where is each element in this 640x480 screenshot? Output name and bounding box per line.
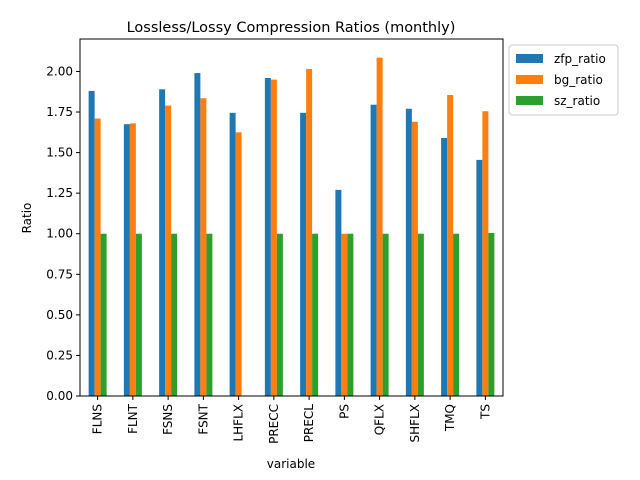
bar-bg_ratio-PS <box>341 233 348 396</box>
bar-zfp_ratio-PRECC <box>264 77 271 396</box>
bar-sz_ratio-FLNT <box>135 233 142 396</box>
y-tick-label: 1.50 <box>46 146 73 160</box>
x-tick-label: FLNT <box>126 403 140 434</box>
bar-sz_ratio-PRECC <box>276 233 283 396</box>
bar-zfp_ratio-TS <box>476 159 483 396</box>
bar-sz_ratio-SHFLX <box>417 233 424 396</box>
y-tick-label: 0.50 <box>46 308 73 322</box>
bar-zfp_ratio-FLNS <box>88 90 95 396</box>
bar-sz_ratio-FLNS <box>100 233 107 396</box>
x-tick-label: PRECL <box>302 404 316 443</box>
bar-zfp_ratio-PS <box>335 189 342 396</box>
bar-sz_ratio-FSNS <box>171 233 178 396</box>
x-tick-label: TS <box>478 404 492 420</box>
bar-zfp_ratio-TMQ <box>441 137 448 396</box>
legend-label-bg_ratio: bg_ratio <box>554 73 603 87</box>
bar-zfp_ratio-QFLX <box>370 104 377 396</box>
bar-bg_ratio-TS <box>482 111 489 396</box>
bar-bg_ratio-TMQ <box>447 94 454 396</box>
chart-title: Lossless/Lossy Compression Ratios (month… <box>127 20 456 36</box>
y-tick-label: 0.75 <box>46 267 73 281</box>
y-tick-label: 1.00 <box>46 227 73 241</box>
bar-zfp_ratio-FSNS <box>159 89 166 397</box>
bar-bg_ratio-FLNT <box>129 123 136 396</box>
x-tick-label: SHFLX <box>408 404 422 442</box>
y-tick-label: 2.00 <box>46 64 73 78</box>
plot-area: 0.00 0.25 0.50 0.75 1.00 1.25 1.50 1.75 2.00 FLNS… <box>46 38 504 444</box>
y-tick-label: 1.75 <box>46 105 73 119</box>
bar-bg_ratio-FLNS <box>94 118 101 396</box>
x-tick-label: PS <box>337 404 351 419</box>
legend-swatch-sz_ratio <box>516 96 543 105</box>
x-tick-label: LHFLX <box>232 404 246 442</box>
legend-swatch-zfp_ratio <box>516 54 543 63</box>
legend-swatch-bg_ratio <box>516 75 543 84</box>
x-tick-label: FLNS <box>91 404 105 434</box>
bar-zfp_ratio-FLNT <box>123 124 130 397</box>
y-tick-label: 0.25 <box>46 348 73 362</box>
bar-bg_ratio-QFLX <box>376 57 383 396</box>
y-tick-label: 1.25 <box>46 186 73 200</box>
bar-sz_ratio-PS <box>347 233 354 396</box>
bar-zfp_ratio-FSNT <box>194 73 201 396</box>
bar-bg_ratio-PRECL <box>306 69 313 397</box>
bar-sz_ratio-PRECL <box>312 233 319 396</box>
bar-bg_ratio-FSNS <box>165 105 172 397</box>
bar-zfp_ratio-LHFLX <box>229 112 236 396</box>
plot-frame <box>79 38 504 397</box>
x-tick-label: QFLX <box>373 404 387 435</box>
legend-label-sz_ratio: sz_ratio <box>554 94 600 108</box>
bar-sz_ratio-TS <box>488 232 495 396</box>
bar-sz_ratio-QFLX <box>382 233 389 396</box>
legend-label-zfp_ratio: zfp_ratio <box>554 52 606 66</box>
y-axis-label: Ratio <box>20 203 34 234</box>
bar-sz_ratio-TMQ <box>453 233 460 396</box>
x-tick-label: FSNS <box>161 404 175 435</box>
y-tick-label: 0.00 <box>46 389 73 403</box>
x-tick-label: FSNT <box>196 403 210 434</box>
legend: zfp_ratio bg_ratio sz_ratio <box>508 44 619 116</box>
bar-bg_ratio-SHFLX <box>411 121 418 396</box>
x-tick-label: PRECC <box>267 404 281 444</box>
bar-zfp_ratio-SHFLX <box>405 108 412 396</box>
bar-zfp_ratio-PRECL <box>300 112 307 396</box>
x-tick-label: TMQ <box>443 404 457 432</box>
bar-bg_ratio-FSNT <box>200 98 207 396</box>
x-axis-label: variable <box>267 457 315 471</box>
bar-bg_ratio-LHFLX <box>235 132 242 396</box>
bar-sz_ratio-FSNT <box>206 233 213 396</box>
bar-bg_ratio-PRECC <box>270 79 277 397</box>
